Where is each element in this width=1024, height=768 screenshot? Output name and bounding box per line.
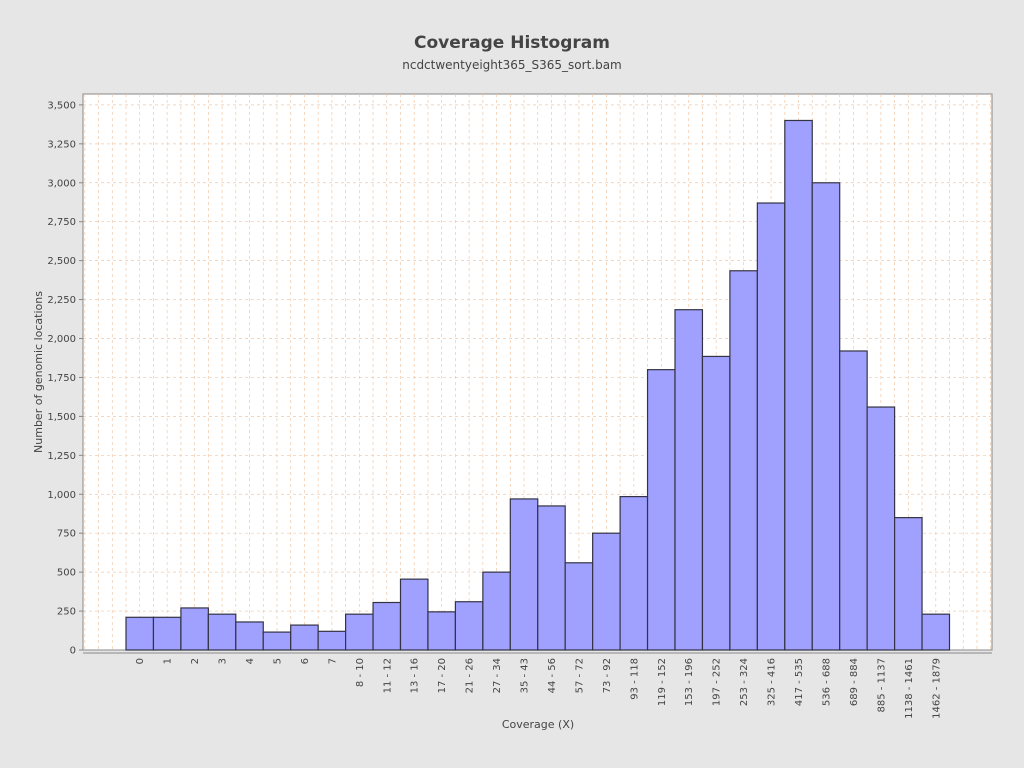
bar: [290, 624, 319, 651]
bar: [756, 202, 786, 651]
bar: [235, 621, 264, 651]
x-tick-label: 153 - 196: [684, 658, 695, 706]
x-tick-label: 1: [163, 658, 174, 664]
chart-subtitle: ncdctwentyeight365_S365_sort.bam: [402, 58, 622, 72]
x-axis-label: Coverage (X): [502, 718, 574, 731]
x-tick-label: 4: [245, 658, 256, 664]
y-tick-label: 3,500: [47, 100, 76, 111]
bar: [811, 182, 841, 651]
x-tick-label: 73 - 92: [602, 658, 613, 693]
x-tick-label: 885 - 1137: [876, 658, 887, 713]
x-tick-label: 689 - 884: [849, 658, 860, 706]
x-tick-label: 253 - 324: [739, 658, 750, 706]
bar: [372, 601, 402, 651]
y-axis-ticks: 0 250 500 750 1,000 1,250 1,500 1,750 2,000 2,250…: [47, 100, 83, 657]
y-tick-label: 1,250: [47, 451, 76, 462]
bar: [537, 505, 566, 651]
y-tick-label: 0: [70, 646, 76, 657]
bar: [180, 607, 209, 651]
x-tick-label: 5: [272, 658, 283, 664]
bar: [317, 630, 347, 651]
bar: [784, 119, 813, 651]
bar: [866, 406, 896, 651]
bar: [674, 309, 704, 651]
x-tick-label: 57 - 72: [574, 658, 585, 693]
bar: [427, 611, 457, 651]
x-tick-label: 6: [300, 658, 311, 664]
x-tick-label: 13 - 16: [410, 658, 421, 693]
x-tick-label: 0: [135, 658, 146, 664]
y-tick-label: 3,000: [47, 178, 76, 189]
x-tick-label: 8 - 10: [355, 658, 366, 687]
x-tick-label: 21 - 26: [465, 658, 476, 693]
x-tick-label: 417 - 535: [794, 658, 805, 706]
y-tick-label: 2,000: [47, 334, 76, 345]
x-tick-label: 27 - 34: [492, 658, 503, 693]
x-axis-ticks: 0 1 2 3 4 5 6 7 8 - 10 11 - 12 13 - 16 17 - 20 21 - …: [135, 658, 942, 719]
y-tick-label: 1,000: [47, 490, 76, 501]
bar: [839, 350, 868, 651]
x-tick-label: 11 - 12: [382, 658, 393, 693]
bar: [592, 532, 621, 651]
y-axis-label: Number of genomic locations: [32, 291, 45, 453]
y-tick-label: 2,250: [47, 295, 76, 306]
x-tick-label: 325 - 416: [767, 658, 778, 706]
x-tick-label: 1462 - 1879: [931, 658, 942, 719]
y-tick-label: 750: [57, 529, 76, 540]
bar: [921, 613, 951, 651]
bar: [564, 562, 594, 651]
y-tick-label: 1,750: [47, 373, 76, 384]
bar: [509, 498, 539, 651]
x-tick-label: 3: [218, 658, 229, 664]
bar: [646, 369, 676, 651]
bar: [399, 578, 429, 651]
y-tick-label: 1,500: [47, 412, 76, 423]
x-tick-label: 197 - 252: [712, 658, 723, 706]
x-tick-label: 93 - 118: [629, 658, 640, 700]
x-tick-label: 7: [327, 658, 338, 664]
bar: [729, 270, 758, 651]
bar: [152, 616, 182, 651]
x-tick-label: 35 - 43: [520, 658, 531, 693]
bars: [125, 119, 951, 651]
bar: [207, 613, 237, 651]
x-tick-label: 44 - 56: [547, 658, 558, 693]
bar: [454, 601, 484, 651]
y-tick-label: 250: [57, 607, 76, 618]
bar: [345, 613, 374, 651]
bar: [262, 631, 292, 651]
x-tick-label: 536 - 688: [821, 658, 832, 706]
bar: [893, 517, 923, 651]
x-tick-label: 2: [190, 658, 201, 664]
chart-title: Coverage Histogram: [414, 33, 610, 53]
x-tick-label: 119 - 152: [657, 658, 668, 706]
x-tick-label: 1138 - 1461: [904, 658, 915, 719]
axes: [82, 94, 992, 654]
x-tick-label: 17 - 20: [437, 658, 448, 693]
bar: [701, 355, 731, 651]
bar: [619, 495, 649, 651]
bar: [125, 616, 155, 651]
y-tick-label: 500: [57, 568, 76, 579]
y-tick-label: 2,750: [47, 217, 76, 228]
y-tick-label: 2,500: [47, 256, 76, 267]
bar: [482, 571, 511, 651]
y-tick-label: 3,250: [47, 139, 76, 150]
